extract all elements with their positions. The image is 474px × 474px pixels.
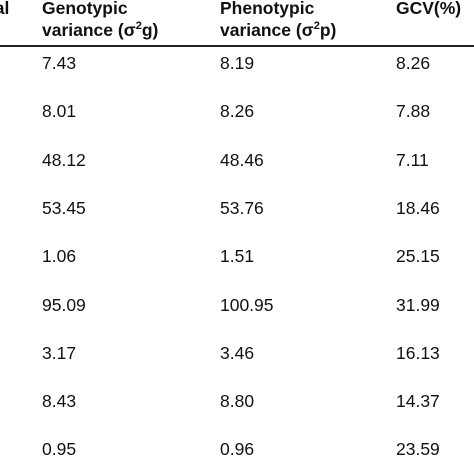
table-cell: 8.19 bbox=[220, 53, 255, 73]
header-gcv: GCV(%) bbox=[396, 0, 461, 19]
header-text: variance (σ bbox=[42, 20, 136, 40]
header-text: p) bbox=[319, 20, 337, 40]
table-cell: 23.59 bbox=[396, 439, 440, 460]
header-text: variance (σ bbox=[220, 20, 314, 40]
header-text: Genotypic bbox=[42, 0, 128, 18]
table-cell: 1.06 bbox=[42, 246, 77, 267]
header-rule bbox=[0, 45, 474, 47]
table-cell: 95.09 bbox=[42, 294, 86, 315]
superscript: 2 bbox=[135, 20, 142, 32]
table-cell: 0.95 bbox=[42, 439, 77, 460]
table-cell: 8.26 bbox=[396, 53, 431, 73]
table-cell: 53.76 bbox=[220, 197, 264, 218]
table-cell: 8.01 bbox=[42, 101, 77, 122]
table-cell: 1.51 bbox=[220, 246, 255, 267]
table-cell: 7.11 bbox=[396, 149, 429, 170]
table-cell: 18.46 bbox=[396, 197, 440, 218]
table-cell: 16.13 bbox=[396, 342, 440, 363]
superscript: 2 bbox=[313, 20, 320, 32]
table-cell: 100.95 bbox=[220, 294, 274, 315]
header-line: Phenotypic bbox=[220, 0, 336, 19]
header-line: Genotypic bbox=[42, 0, 158, 19]
header-trait-partial: ral bbox=[0, 0, 9, 19]
table-cell: 53.45 bbox=[42, 197, 86, 218]
table-cell: 14.37 bbox=[396, 391, 440, 412]
header-phenotypic-variance: Phenotypic variance (σ2p) bbox=[220, 0, 336, 41]
header-line: variance (σ2p) bbox=[220, 19, 336, 41]
header-line: GCV(%) bbox=[396, 0, 461, 19]
header-line: ral bbox=[0, 0, 9, 19]
table-cell: 48.12 bbox=[42, 149, 86, 170]
header-text: Phenotypic bbox=[220, 0, 315, 18]
table-cell: 7.43 bbox=[42, 53, 77, 73]
table-cell: 0.96 bbox=[220, 439, 255, 460]
table-cell: 8.80 bbox=[220, 391, 255, 412]
table-cell: 3.17 bbox=[42, 342, 77, 363]
table-cell: 31.99 bbox=[396, 294, 440, 315]
table-cell: 8.43 bbox=[42, 391, 77, 412]
header-genotypic-variance: Genotypic variance (σ2g) bbox=[42, 0, 158, 41]
table-cell: 7.88 bbox=[396, 101, 431, 122]
table-cell: 25.15 bbox=[396, 246, 440, 267]
header-line: variance (σ2g) bbox=[42, 19, 158, 41]
table-cell: 3.46 bbox=[220, 342, 255, 363]
header-text: g) bbox=[141, 20, 159, 40]
header-text: ral bbox=[0, 0, 10, 18]
table-cell: 8.26 bbox=[220, 101, 255, 122]
table-cell: 48.46 bbox=[220, 149, 264, 170]
header-text: GCV(%) bbox=[396, 0, 462, 18]
